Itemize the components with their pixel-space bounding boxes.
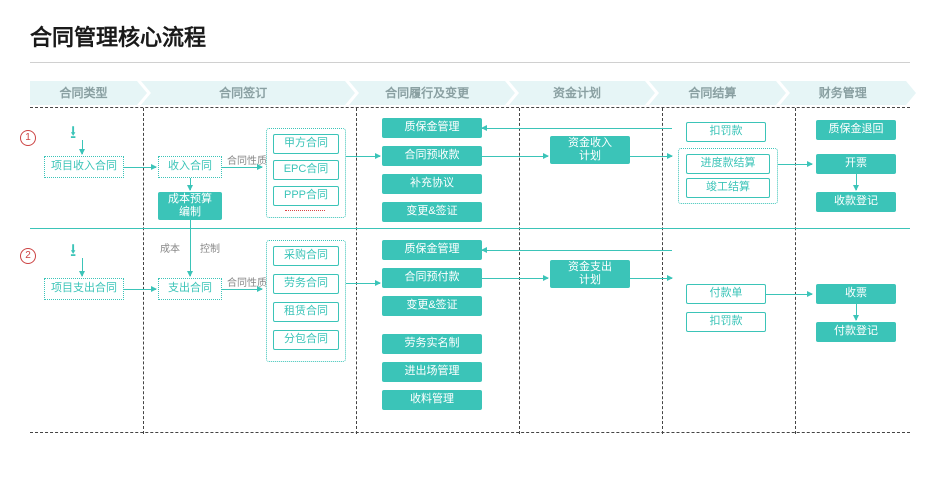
node-penalty2: 扣罚款 bbox=[686, 312, 766, 332]
node-invoice-out: 开票 bbox=[816, 154, 896, 174]
arrow bbox=[222, 289, 262, 290]
node-income-project: 项目收入合同 bbox=[44, 156, 124, 178]
node-fund-in: 资金收入 计划 bbox=[550, 136, 630, 164]
node-material: 收料管理 bbox=[382, 390, 482, 410]
node-jiafang: 甲方合同 bbox=[273, 134, 339, 154]
arrow bbox=[856, 174, 857, 190]
arrow bbox=[82, 140, 83, 154]
arrow bbox=[124, 167, 156, 168]
node-expense-project: 项目支出合同 bbox=[44, 278, 124, 300]
row-badge-2: 2 bbox=[20, 248, 36, 264]
divider bbox=[30, 62, 910, 63]
col-divider bbox=[795, 108, 796, 434]
node-prepay-in: 合同预收款 bbox=[382, 146, 482, 166]
col-header-exec: 合同履行及变更 bbox=[349, 81, 505, 105]
node-invoice-in: 收票 bbox=[816, 284, 896, 304]
node-pay-reg: 付款登记 bbox=[816, 322, 896, 342]
node-penalty1: 扣罚款 bbox=[686, 122, 766, 142]
page-title: 合同管理核心流程 bbox=[30, 20, 906, 52]
download-icon: ⭳ bbox=[70, 238, 76, 268]
node-labor: 劳务合同 bbox=[273, 274, 339, 294]
node-guarantee2: 质保金管理 bbox=[382, 240, 482, 260]
arrow bbox=[766, 294, 812, 295]
col-header-type: 合同类型 bbox=[30, 81, 137, 105]
column-header-row: 合同类型 合同签订 合同履行及变更 资金计划 合同结算 财务管理 bbox=[30, 81, 910, 105]
node-epc: EPC合同 bbox=[273, 160, 339, 180]
node-final: 竣工结算 bbox=[686, 178, 770, 198]
row-divider bbox=[30, 228, 910, 229]
arrow bbox=[82, 258, 83, 276]
arrow bbox=[778, 164, 812, 165]
label-control: 控制 bbox=[200, 240, 220, 255]
node-supplement: 补充协议 bbox=[382, 174, 482, 194]
node-ppp: PPP合同 bbox=[273, 186, 339, 206]
node-change1: 变更&签证 bbox=[382, 202, 482, 222]
node-expense-contract: 支出合同 bbox=[158, 278, 222, 300]
node-purchase: 采购合同 bbox=[273, 246, 339, 266]
arrow bbox=[482, 250, 672, 251]
col-divider bbox=[143, 108, 144, 434]
arrow bbox=[630, 156, 672, 157]
node-cost-budget: 成本预算 编制 bbox=[158, 192, 222, 220]
col-header-finance: 财务管理 bbox=[780, 81, 906, 105]
arrow bbox=[222, 167, 262, 168]
node-subcontract: 分包合同 bbox=[273, 330, 339, 350]
node-progress: 进度款结算 bbox=[686, 154, 770, 174]
arrow bbox=[190, 220, 191, 276]
arrow bbox=[482, 156, 548, 157]
arrow bbox=[482, 128, 672, 129]
node-payorder: 付款单 bbox=[686, 284, 766, 304]
node-prepay-out: 合同预付款 bbox=[382, 268, 482, 288]
download-icon: ⭳ bbox=[70, 120, 76, 150]
node-guarantee-ret: 质保金退回 bbox=[816, 120, 896, 140]
arrow bbox=[630, 278, 672, 279]
node-receipt-reg: 收款登记 bbox=[816, 192, 896, 212]
red-underline bbox=[285, 210, 325, 211]
arrow bbox=[346, 156, 380, 157]
node-inout: 进出场管理 bbox=[382, 362, 482, 382]
flow-canvas: 1 2 ⭳ ⭳ 项目收入合同 项目支出合同 收入合同 成本预算 编制 合同性质 … bbox=[30, 107, 910, 433]
arrow bbox=[124, 289, 156, 290]
col-header-sign: 合同签订 bbox=[141, 81, 345, 105]
col-header-fund: 资金计划 bbox=[509, 81, 645, 105]
label-cost: 成本 bbox=[160, 240, 180, 255]
row-badge-1: 1 bbox=[20, 130, 36, 146]
col-header-settle: 合同结算 bbox=[649, 81, 775, 105]
arrow bbox=[856, 304, 857, 320]
node-fund-out: 资金支出 计划 bbox=[550, 260, 630, 288]
node-income-contract: 收入合同 bbox=[158, 156, 222, 178]
node-change2: 变更&签证 bbox=[382, 296, 482, 316]
arrow bbox=[346, 283, 380, 284]
node-lease: 租赁合同 bbox=[273, 302, 339, 322]
node-guarantee1: 质保金管理 bbox=[382, 118, 482, 138]
node-labor-real: 劳务实名制 bbox=[382, 334, 482, 354]
arrow bbox=[190, 178, 191, 190]
arrow bbox=[482, 278, 548, 279]
